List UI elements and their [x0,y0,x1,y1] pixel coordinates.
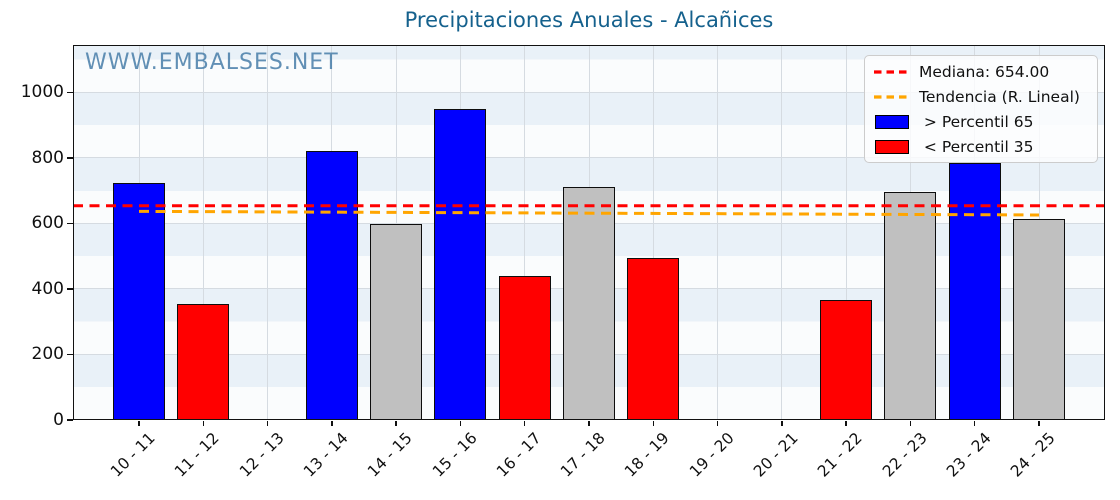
x-tick-label: 21 - 22 [814,429,866,481]
bar-24-25 [1013,218,1065,420]
y-tick-mark [67,91,73,94]
y-tick-label: 400 [31,278,64,299]
reference-lines [73,204,1105,217]
y-tick-mark [67,353,73,356]
y-tick-label: 1000 [20,82,64,103]
x-gridline [781,45,783,420]
x-tick-label: 16 - 17 [492,429,545,481]
bar-16-17 [498,275,551,420]
legend-swatch-blue [865,114,919,129]
x-tick-label: 18 - 19 [621,429,674,481]
x-gridline [202,45,204,420]
x-tick-label: 12 - 13 [235,429,288,481]
x-tick-label: 13 - 14 [300,429,352,481]
x-gridline [717,45,719,420]
legend-label: > Percentil 65 [919,112,1034,131]
x-gridline [524,45,526,420]
chart-title: Precipitaciones Anuales - Alcañices [404,8,774,32]
x-gridline [267,45,269,420]
bar-15-16 [434,108,487,420]
y-tick-label: 200 [31,344,64,365]
x-tick-mark [716,420,719,426]
bar-21-22 [820,300,873,420]
x-tick-mark [588,420,590,426]
bar-10-11 [113,182,165,420]
bar-14-15 [370,223,423,420]
x-tick-label: 11 - 12 [171,429,224,481]
y-tick-label: 600 [31,213,64,234]
bar-13-14 [305,151,358,420]
x-tick-mark [845,420,847,426]
x-gridline [652,45,654,420]
y-tick-label: 800 [31,147,64,168]
rect-swatch-icon [875,139,909,154]
x-tick-mark [331,420,333,426]
x-tick-label: 15 - 16 [428,429,481,481]
x-tick-mark [459,420,462,426]
legend-swatch-trend [865,94,919,100]
x-tick-label: 22 - 23 [878,429,931,481]
y-tick-mark [67,222,73,225]
x-tick-mark [523,420,526,426]
bar-22-23 [884,192,937,420]
bar-17-18 [563,187,615,420]
y-tick-mark [67,419,73,421]
watermark: WWW.EMBALSES.NET [85,50,339,75]
legend-item: > Percentil 65 [865,109,1097,134]
x-tick-label: 23 - 24 [942,429,995,481]
legend-item: Tendencia (R. Lineal) [865,84,1097,109]
x-tick-mark [138,420,140,426]
y-tick-mark [67,157,73,159]
x-tick-label: 19 - 20 [685,429,738,481]
legend-label: Mediana: 654.00 [919,62,1050,81]
trend-line [138,209,1040,217]
x-tick-mark [652,420,655,426]
x-gridline [845,45,847,420]
legend-item: Mediana: 654.00 [865,59,1097,84]
rect-swatch-icon [875,114,909,129]
x-tick-label: 24 - 25 [1007,429,1059,481]
x-tick-label: 20 - 21 [750,429,802,481]
x-tick-mark [1038,420,1040,426]
x-tick-mark [266,420,269,426]
x-tick-label: 10 - 11 [107,429,159,481]
y-tick-label: 0 [53,410,64,430]
x-tick-mark [395,420,397,426]
x-tick-mark [781,420,783,426]
dashed-line-swatch-icon [874,69,910,74]
y-tick-mark [67,288,73,290]
x-tick-label: 17 - 18 [557,429,609,481]
legend-swatch-median [865,69,919,75]
dashed-line-swatch-icon [874,94,910,99]
legend-label: Tendencia (R. Lineal) [919,87,1080,106]
bar-11-12 [177,303,230,420]
legend-swatch-red [865,139,919,154]
x-tick-label: 14 - 15 [364,429,416,481]
legend-item: < Percentil 35 [865,134,1097,159]
x-tick-mark [909,420,912,426]
x-tick-mark [202,420,205,426]
legend-label: < Percentil 35 [919,137,1034,156]
x-tick-mark [973,420,976,426]
legend: Mediana: 654.00 Tendencia (R. Lineal) > P… [864,55,1098,163]
